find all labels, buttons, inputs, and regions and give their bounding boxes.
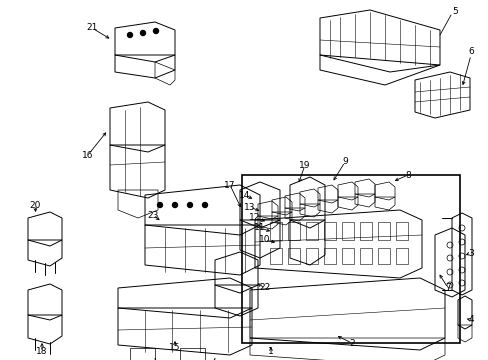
Circle shape [153,28,158,33]
Text: 7: 7 [444,284,450,292]
Bar [359,222,371,240]
Bar [341,222,353,240]
Text: 1: 1 [267,347,273,356]
Circle shape [127,32,132,37]
Bar [395,248,407,264]
Bar [395,222,407,240]
Text: 10: 10 [259,235,270,244]
Text: 15: 15 [169,343,181,352]
Text: 11: 11 [254,224,265,233]
Text: 19: 19 [299,161,310,170]
Text: 5: 5 [451,8,457,17]
Bar [269,222,282,240]
Text: 14: 14 [239,190,250,199]
Bar [287,222,299,240]
Circle shape [187,202,192,207]
Text: 2: 2 [348,338,354,347]
Circle shape [172,202,177,207]
Text: 6: 6 [467,48,473,57]
Text: 20: 20 [29,201,41,210]
Text: 22: 22 [259,284,270,292]
Bar [359,248,371,264]
Bar [341,248,353,264]
Text: 16: 16 [82,150,94,159]
Circle shape [157,202,162,207]
Circle shape [202,202,207,207]
Bar [324,248,335,264]
Text: 9: 9 [342,158,347,166]
Bar [305,222,317,240]
Text: 18: 18 [36,347,48,356]
Bar [377,248,389,264]
Text: 3: 3 [467,248,473,257]
Bar [269,248,282,264]
Text: 17: 17 [224,180,235,189]
Bar [242,175,459,343]
Text: 21: 21 [86,23,98,32]
Text: 12: 12 [249,213,260,222]
Bar [287,248,299,264]
Bar [324,222,335,240]
Bar [377,222,389,240]
Text: 4: 4 [467,315,473,324]
Circle shape [140,31,145,36]
Bar [305,248,317,264]
Text: 13: 13 [244,202,255,211]
Text: 23: 23 [147,211,159,220]
Text: 8: 8 [404,171,410,180]
